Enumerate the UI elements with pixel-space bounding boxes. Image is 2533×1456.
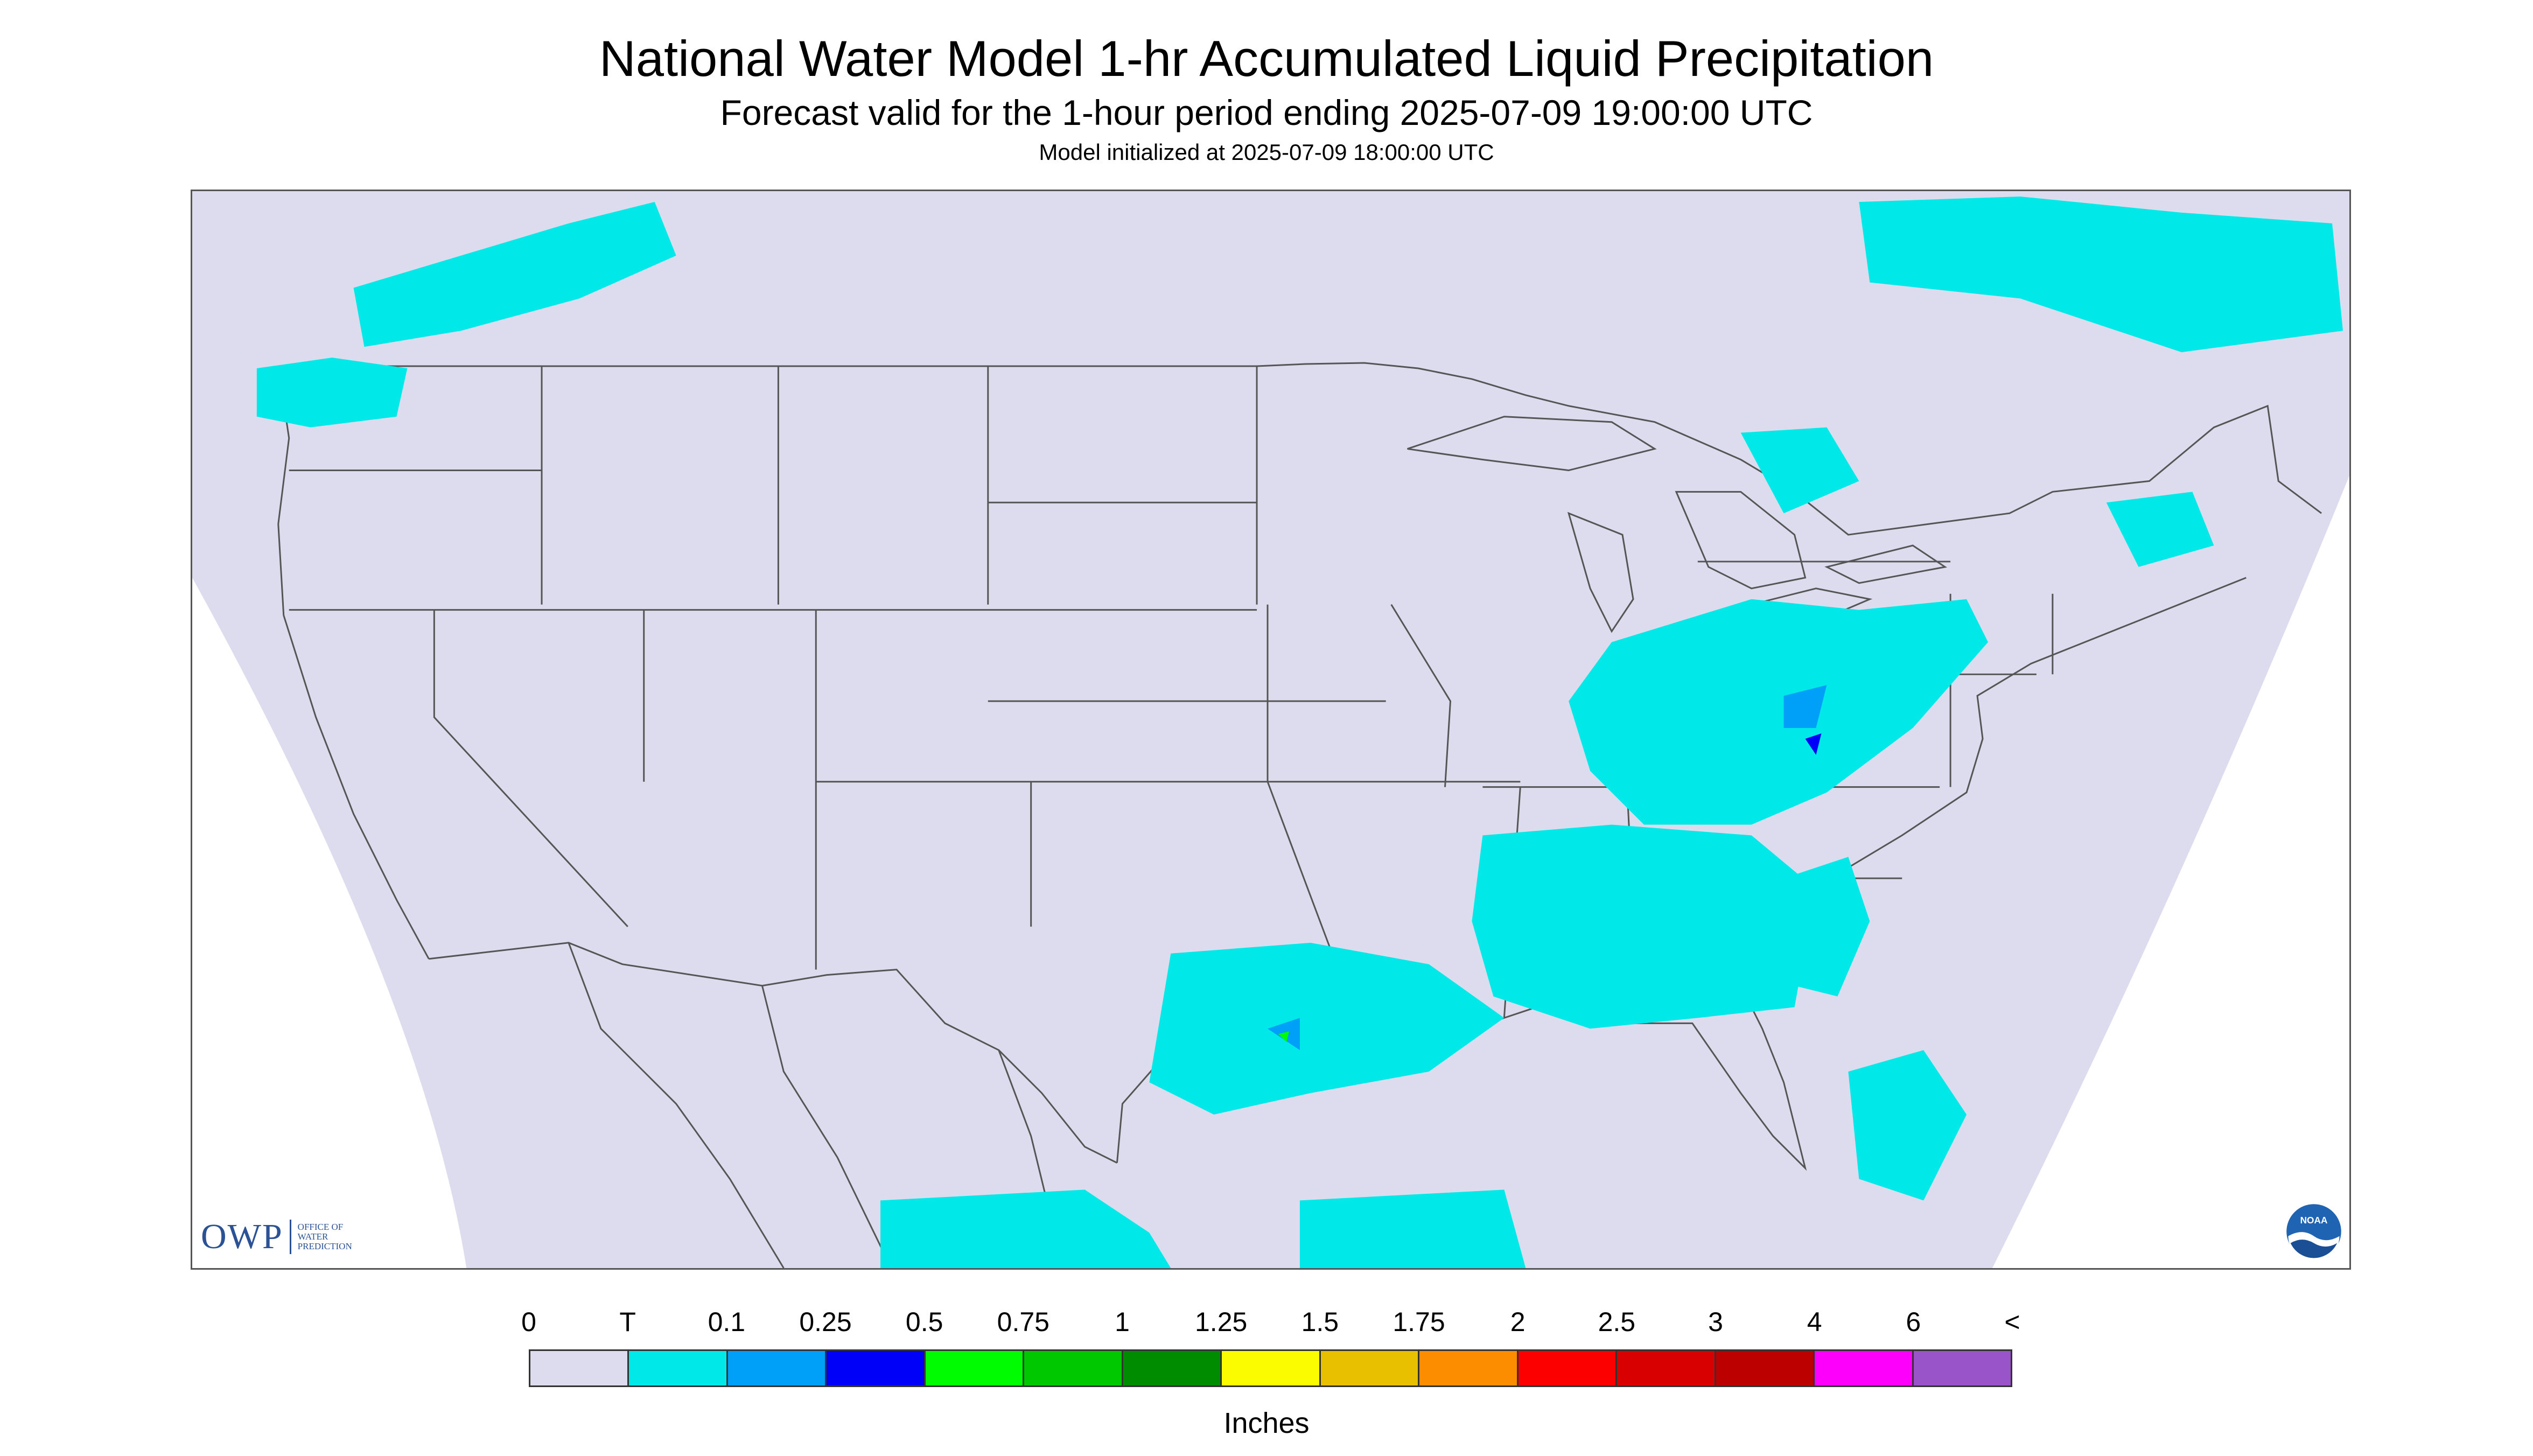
legend-swatch — [1419, 1351, 1519, 1385]
owp-text-line: WATER — [297, 1231, 328, 1242]
precipitation-map: OWP OFFICE OF WATER PREDICTION NOAA — [191, 190, 2351, 1270]
legend-swatch — [827, 1351, 926, 1385]
owp-text-line: PREDICTION — [297, 1241, 352, 1251]
precipitation-legend — [529, 1349, 2012, 1387]
political-boundaries — [277, 362, 2322, 1268]
legend-swatch — [1123, 1351, 1222, 1385]
noaa-logo-icon: NOAA — [2285, 1203, 2342, 1261]
legend-label: < — [2004, 1307, 2020, 1337]
legend-label: 0.1 — [708, 1307, 746, 1337]
legend-label: 6 — [1906, 1307, 1921, 1337]
map-canvas — [192, 191, 2349, 1268]
legend-label: T — [619, 1307, 636, 1337]
model-init-time: Model initialized at 2025-07-09 18:00:00… — [1039, 139, 1494, 165]
legend-label: 0.5 — [905, 1307, 943, 1337]
legend-swatch — [727, 1351, 827, 1385]
legend-swatch — [1320, 1351, 1420, 1385]
legend-units: Inches — [1223, 1407, 1310, 1439]
legend-swatch — [1222, 1351, 1321, 1385]
legend-label: 2 — [1510, 1307, 1526, 1337]
legend-swatch — [925, 1351, 1025, 1385]
noaa-logo-text: NOAA — [2300, 1215, 2328, 1226]
owp-text-line: OFFICE OF — [297, 1222, 344, 1232]
map-subtitle: Forecast valid for the 1-hour period end… — [720, 93, 1813, 132]
legend-label: 1.75 — [1393, 1307, 1445, 1337]
legend-label: 1.5 — [1301, 1307, 1339, 1337]
owp-logo: OWP OFFICE OF WATER PREDICTION — [201, 1216, 352, 1257]
legend-label: 2.5 — [1598, 1307, 1636, 1337]
legend-swatch — [629, 1351, 728, 1385]
legend-swatch — [1518, 1351, 1618, 1385]
legend-label: 0 — [521, 1307, 536, 1337]
legend-swatch — [530, 1351, 629, 1385]
legend-swatch — [1716, 1351, 1815, 1385]
legend-swatch — [1815, 1351, 1914, 1385]
legend-label: 4 — [1807, 1307, 1822, 1337]
legend-label: 1 — [1115, 1307, 1130, 1337]
owp-office-name: OFFICE OF WATER PREDICTION — [298, 1222, 352, 1251]
legend-labels: 0 T 0.1 0.25 0.5 0.75 1 1.25 1.5 1.75 2 2.5 3 4 6 < — [521, 1307, 2020, 1341]
owp-logo-divider — [289, 1220, 291, 1254]
legend-swatch — [1024, 1351, 1123, 1385]
legend-label: 3 — [1708, 1307, 1723, 1337]
legend-swatch — [1617, 1351, 1716, 1385]
map-title: National Water Model 1-hr Accumulated Li… — [599, 30, 1934, 87]
legend-label: 1.25 — [1194, 1307, 1248, 1337]
legend-label: 0.75 — [997, 1307, 1049, 1337]
owp-wordmark: OWP — [201, 1217, 283, 1256]
legend-label: 0.25 — [799, 1307, 852, 1337]
precipitation-areas — [256, 196, 2343, 1268]
model-domain — [192, 191, 2349, 1268]
legend-swatch — [1913, 1351, 2011, 1385]
